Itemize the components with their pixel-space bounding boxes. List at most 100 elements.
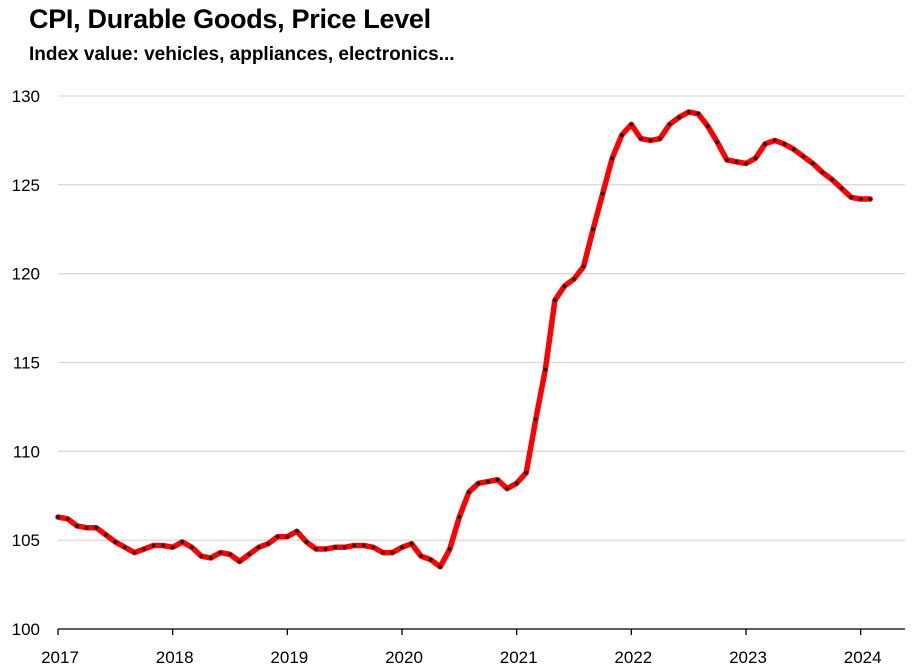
data-point-2017-10 [142, 547, 146, 551]
data-point-2018-03 [189, 545, 194, 550]
data-point-2022-09 [705, 124, 710, 129]
data-point-2021-04 [543, 367, 548, 372]
data-point-2024-02 [868, 197, 873, 201]
data-point-2021-07 [572, 277, 576, 281]
data-point-2023-08 [810, 161, 815, 166]
y-tick-label-125: 125 [12, 176, 40, 195]
data-point-2023-12 [849, 195, 854, 200]
data-point-2023-11 [839, 186, 844, 191]
y-tick-label-105: 105 [12, 531, 40, 550]
data-point-2021-03 [533, 417, 538, 422]
data-point-2021-08 [581, 264, 586, 269]
grid-lines [58, 95, 905, 541]
y-tick-label-120: 120 [12, 265, 40, 284]
data-point-2018-08 [237, 559, 242, 564]
data-point-2019-10 [371, 545, 376, 550]
data-point-2020-11 [495, 477, 500, 482]
data-point-2019-03 [304, 540, 309, 544]
data-point-2023-06 [791, 147, 796, 152]
x-tick-label-2023: 2023 [729, 648, 767, 667]
y-axis-tick-labels: 100 105 110 115 120 125 130 [12, 87, 40, 639]
chart-subtitle: Index value: vehicles, appliances, elect… [29, 44, 455, 65]
y-tick-label-110: 110 [13, 442, 40, 461]
data-point-2018-06 [218, 550, 223, 555]
data-point-2018-10 [256, 545, 261, 550]
data-point-2021-02 [524, 470, 529, 475]
data-point-2017-03 [75, 524, 80, 528]
data-point-2021-11 [610, 156, 615, 161]
data-point-2022-10 [715, 140, 720, 145]
data-point-2020-09 [476, 481, 481, 486]
data-point-2022-06 [677, 115, 682, 120]
data-point-2022-05 [667, 122, 672, 127]
data-point-2022-03 [648, 138, 653, 143]
data-point-2023-04 [772, 138, 777, 143]
data-point-2019-01 [285, 534, 290, 539]
series-cpi-durable-goods [55, 109, 873, 570]
data-point-2017-02 [65, 516, 70, 521]
data-point-2017-07 [113, 540, 118, 544]
data-point-2018-12 [275, 534, 280, 539]
data-point-2022-04 [658, 136, 662, 141]
data-point-2022-07 [686, 110, 691, 114]
data-point-2022-11 [724, 158, 729, 162]
data-point-2021-09 [591, 227, 596, 232]
data-point-2018-09 [247, 552, 252, 557]
x-tick-label-2017: 2017 [41, 648, 79, 667]
data-point-2017-11 [151, 543, 156, 548]
data-point-2020-07 [457, 515, 462, 519]
x-tick-label-2018: 2018 [156, 648, 194, 667]
data-point-2019-06 [333, 545, 338, 550]
data-point-2023-01 [744, 161, 748, 166]
data-point-2018-02 [180, 540, 185, 544]
data-point-2023-10 [830, 177, 834, 182]
chart-title: CPI, Durable Goods, Price Level [29, 4, 431, 34]
data-point-2020-10 [486, 479, 490, 484]
data-point-2020-02 [409, 541, 414, 546]
data-point-2024-01 [858, 197, 863, 201]
series-line [55, 109, 873, 570]
x-tick-label-2019: 2019 [270, 648, 308, 667]
data-point-2018-11 [266, 541, 271, 546]
data-point-2023-03 [763, 142, 768, 146]
data-point-2019-04 [314, 547, 318, 551]
data-point-2023-07 [801, 154, 806, 159]
data-point-2023-02 [753, 156, 758, 161]
data-point-2020-06 [447, 547, 452, 551]
data-point-2020-01 [400, 545, 404, 550]
data-point-2018-05 [208, 556, 213, 560]
data-point-2020-12 [505, 486, 510, 491]
data-point-2020-03 [419, 554, 424, 559]
data-point-2020-08 [466, 490, 471, 495]
data-point-2022-12 [734, 159, 739, 164]
data-point-2019-08 [352, 543, 357, 548]
data-point-2021-12 [619, 133, 624, 137]
x-tick-label-2024: 2024 [844, 648, 882, 667]
data-point-2021-01 [514, 481, 519, 486]
data-point-2021-06 [562, 284, 567, 288]
data-point-2017-08 [122, 545, 127, 550]
y-tick-label-100: 100 [12, 620, 40, 639]
data-point-2019-05 [323, 547, 328, 551]
y-tick-label-115: 115 [13, 354, 40, 373]
data-point-2017-09 [132, 550, 137, 555]
data-point-2019-07 [342, 545, 347, 550]
data-point-2017-12 [161, 543, 166, 548]
x-axis: 2017 2018 2019 2020 2021 2022 2023 2024 [41, 628, 905, 667]
data-point-2020-04 [428, 557, 433, 562]
data-point-2020-05 [438, 564, 443, 569]
data-point-2022-01 [629, 122, 634, 127]
data-point-2019-09 [361, 543, 366, 548]
data-point-2022-08 [696, 111, 701, 116]
y-tick-label-130: 130 [12, 87, 40, 106]
data-point-2019-02 [294, 529, 299, 534]
data-point-2021-05 [552, 298, 557, 303]
x-tick-label-2020: 2020 [385, 648, 423, 667]
data-point-2019-12 [390, 550, 395, 555]
data-point-2017-06 [103, 532, 108, 537]
x-tick-label-2021: 2021 [500, 648, 538, 667]
data-point-2023-05 [782, 142, 787, 146]
data-point-2022-02 [638, 136, 643, 141]
data-point-2019-11 [380, 550, 385, 555]
